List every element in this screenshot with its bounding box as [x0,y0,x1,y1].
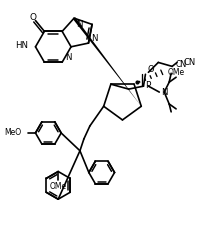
Text: N: N [65,53,72,62]
Polygon shape [73,17,141,106]
Text: OMe: OMe [168,68,185,77]
Text: CN: CN [184,58,196,67]
Text: O: O [29,13,36,22]
Text: MeO: MeO [4,128,22,137]
Text: O: O [147,65,154,74]
Text: N: N [91,34,98,43]
Text: C: C [176,60,181,69]
Text: N: N [179,60,186,69]
Text: N: N [161,87,168,97]
Text: P: P [145,81,151,90]
Text: OMe: OMe [50,182,67,191]
Text: N: N [76,20,83,29]
Text: HN: HN [16,41,29,50]
